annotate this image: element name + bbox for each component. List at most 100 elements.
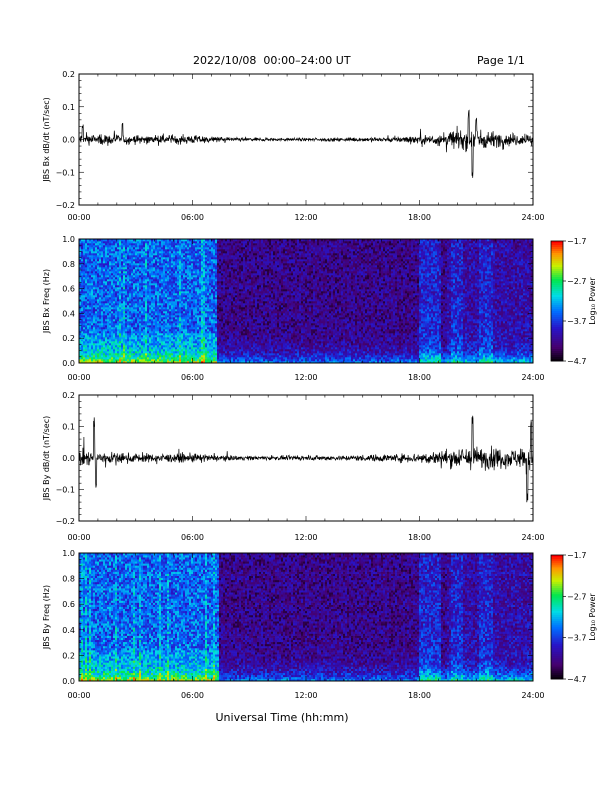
spectrogram-cell — [165, 245, 167, 247]
spectrogram-cell — [173, 267, 175, 269]
spectrogram-cell — [151, 251, 153, 253]
spectrogram-cell — [97, 343, 99, 345]
spectrogram-cell — [87, 291, 89, 293]
spectrogram-cell — [95, 317, 97, 319]
spectrogram-cell — [83, 315, 85, 317]
spectrogram-cell — [113, 287, 115, 289]
spectrogram-cell — [181, 255, 183, 257]
y-tick-label: 0.0 — [62, 136, 75, 145]
spectrogram-cell — [107, 259, 109, 261]
spectrogram-cell — [109, 335, 111, 337]
spectrogram-cell — [161, 289, 163, 291]
spectrogram-cell — [133, 257, 135, 259]
spectrogram-cell — [91, 301, 93, 303]
spectrogram-cell — [139, 323, 141, 325]
spectrogram-cell — [143, 307, 145, 309]
spectrogram-cell — [111, 243, 113, 245]
spectrogram-cell — [123, 261, 125, 263]
spectrogram-cell — [169, 263, 171, 265]
spectrogram-cell — [103, 335, 105, 337]
spectrogram-cell — [137, 257, 139, 259]
spectrogram-cell — [125, 259, 127, 261]
spectrogram-cell — [97, 265, 99, 267]
spectrogram-cell — [111, 357, 113, 359]
spectrogram-cell — [137, 331, 139, 333]
spectrogram-cell — [143, 295, 145, 297]
spectrogram-cell — [175, 267, 177, 269]
spectrogram-cell — [155, 335, 157, 337]
spectrogram-cell — [149, 283, 151, 285]
spectrogram-cell — [105, 293, 107, 295]
spectrogram-cell — [135, 273, 137, 275]
spectrogram-cell — [181, 357, 183, 359]
spectrogram-cell — [173, 309, 175, 311]
spectrogram-cell — [181, 303, 183, 305]
spectrogram-cell — [85, 335, 87, 337]
spectrogram-cell — [137, 305, 139, 307]
spectrogram-cell — [145, 279, 147, 281]
spectrogram-cell — [133, 335, 135, 337]
spectrogram-cell — [103, 275, 105, 277]
spectrogram-cell — [157, 301, 159, 303]
spectrogram-cell — [121, 335, 123, 337]
spectrogram-cell — [129, 277, 131, 279]
spectrogram-cell — [89, 269, 91, 271]
spectrogram-cell — [161, 307, 163, 309]
spectrogram-cell — [115, 271, 117, 273]
spectrogram-cell — [115, 255, 117, 257]
spectrogram-cell — [103, 339, 105, 341]
spectrogram-cell — [121, 319, 123, 321]
spectrogram-cell — [149, 337, 151, 339]
spectrogram-cell — [141, 289, 143, 291]
spectrogram-cell — [165, 267, 167, 269]
spectrogram-cell — [135, 335, 137, 337]
spectrogram-cell — [89, 251, 91, 253]
spectrogram-cell — [109, 279, 111, 281]
spectrogram-cell — [175, 327, 177, 329]
spectrogram-cell — [131, 265, 133, 267]
spectrogram-cell — [181, 329, 183, 331]
spectrogram-cell — [85, 289, 87, 291]
spectrogram-cell — [103, 251, 105, 253]
spectrogram-cell — [169, 279, 171, 281]
spectrogram-cell — [141, 287, 143, 289]
spectrogram-cell — [101, 257, 103, 259]
spectrogram-cell — [85, 351, 87, 353]
spectrogram-cell — [159, 253, 161, 255]
spectrogram-cell — [111, 359, 113, 361]
spectrogram-cell — [167, 263, 169, 265]
spectrogram-cell — [179, 279, 181, 281]
spectrogram-cell — [81, 277, 83, 279]
spectrogram-cell — [127, 275, 129, 277]
spectrogram-cell — [161, 357, 163, 359]
spectrogram-cell — [171, 355, 173, 357]
spectrogram-cell — [171, 295, 173, 297]
spectrogram-cell — [91, 341, 93, 343]
spectrogram-cell — [141, 327, 143, 329]
spectrogram-cell — [129, 241, 131, 243]
spectrogram-cell — [105, 265, 107, 267]
spectrogram-cell — [157, 313, 159, 315]
spectrogram-cell — [105, 319, 107, 321]
spectrogram-cell — [179, 323, 181, 325]
spectrogram-cell — [81, 285, 83, 287]
spectrogram-cell — [99, 341, 101, 343]
spectrogram-cell — [117, 293, 119, 295]
spectrogram-cell — [149, 299, 151, 301]
spectrogram-cell — [111, 259, 113, 261]
spectrogram-cell — [109, 331, 111, 333]
spectrogram-cell — [165, 335, 167, 337]
spectrogram-cell — [141, 255, 143, 257]
spectrogram-cell — [145, 297, 147, 299]
spectrogram-cell — [121, 315, 123, 317]
spectrogram-cell — [171, 285, 173, 287]
spectrogram-cell — [169, 295, 171, 297]
spectrogram-cell — [111, 265, 113, 267]
spectrogram-cell — [81, 279, 83, 281]
spectrogram-cell — [83, 299, 85, 301]
spectrogram-cell — [101, 277, 103, 279]
spectrogram-cell — [157, 303, 159, 305]
spectrogram-cell — [115, 283, 117, 285]
spectrogram-cell — [81, 317, 83, 319]
spectrogram-cell — [139, 333, 141, 335]
